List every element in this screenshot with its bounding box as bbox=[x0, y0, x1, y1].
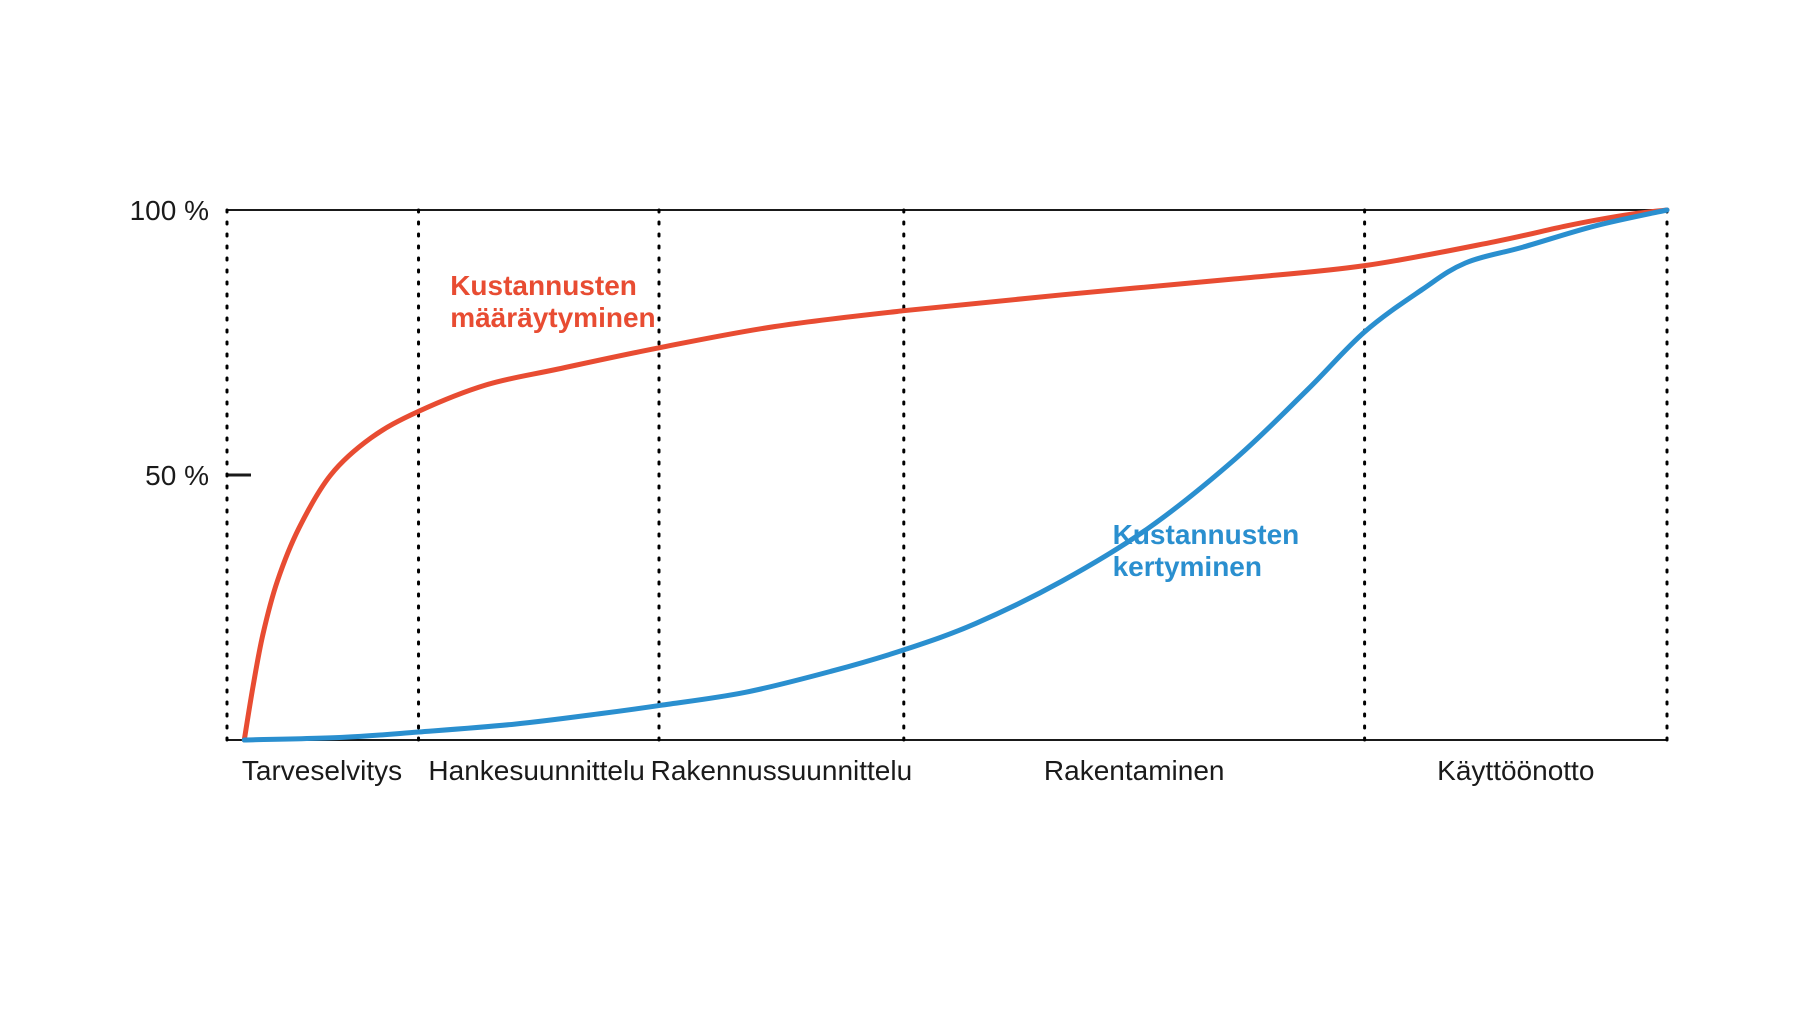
ytick-label: 50 % bbox=[145, 460, 209, 491]
phase-label: Tarveselvitys bbox=[242, 755, 402, 786]
cost-chart: 50 %100 %TarveselvitysHankesuunnitteluRa… bbox=[117, 150, 1697, 870]
ytick-label: 100 % bbox=[130, 195, 209, 226]
series-label-kertyminen: Kustannustenkertyminen bbox=[1113, 519, 1300, 582]
chart-svg: 50 %100 %TarveselvitysHankesuunnitteluRa… bbox=[117, 150, 1697, 870]
series-label-maaraytyminen: Kustannustenmääräytyminen bbox=[450, 270, 655, 333]
phase-label: Hankesuunnittelu bbox=[428, 755, 644, 786]
phase-label: Rakentaminen bbox=[1044, 755, 1225, 786]
phase-label: Rakennussuunnittelu bbox=[651, 755, 913, 786]
phase-label: Käyttöönotto bbox=[1437, 755, 1594, 786]
